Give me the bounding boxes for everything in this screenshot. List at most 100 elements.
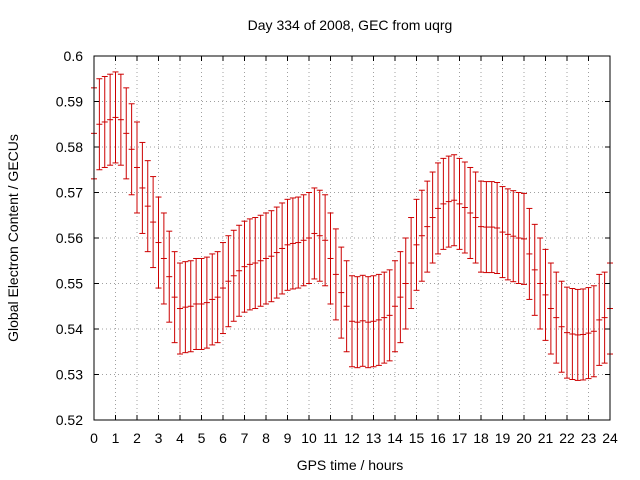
error-bar (445, 155, 452, 248)
error-bar (295, 196, 302, 289)
error-bar (392, 260, 398, 353)
error-bar (144, 160, 151, 253)
error-bar (558, 280, 565, 373)
y-tick-label: 0.58 (56, 139, 83, 155)
error-bar (187, 260, 194, 353)
error-bar (123, 87, 130, 180)
error-bar (343, 260, 350, 353)
error-bar (101, 75, 108, 168)
error-bar (483, 181, 490, 274)
x-tick-label: 3 (155, 430, 163, 446)
axis-ticks (93, 55, 611, 421)
error-bar (252, 217, 259, 310)
error-bar (553, 271, 560, 364)
error-bar (467, 166, 474, 259)
error-bar (177, 262, 183, 355)
error-bar (440, 157, 447, 250)
error-bar (214, 251, 221, 344)
x-tick-label: 22 (559, 430, 575, 446)
error-bar (456, 157, 463, 250)
x-tick-label: 20 (516, 430, 532, 446)
error-bar (225, 235, 232, 328)
y-tick-labels: 0.52 0.53 0.54 0.55 0.56 0.57 0.58 0.59 0.6 (56, 48, 83, 428)
error-bar (585, 287, 592, 380)
error-bar (139, 141, 146, 234)
error-bar (418, 189, 425, 282)
error-bar (209, 253, 216, 346)
error-bar (96, 78, 103, 171)
x-tick-label: 23 (581, 430, 597, 446)
x-tick-label: 5 (198, 430, 206, 446)
error-bar (107, 73, 114, 166)
x-tick-label: 19 (495, 430, 511, 446)
error-bar (381, 271, 388, 364)
error-bar (236, 224, 243, 317)
error-bar (488, 181, 495, 274)
grid-lines (94, 56, 610, 420)
x-tick-label: 21 (538, 430, 554, 446)
error-bar (564, 286, 570, 379)
error-bar (547, 262, 554, 355)
x-tick-label: 13 (366, 430, 382, 446)
error-bar (316, 189, 323, 282)
error-bar (311, 187, 318, 280)
error-bar (150, 176, 157, 269)
error-bar (359, 274, 366, 367)
error-bar (230, 229, 237, 322)
error-bar (134, 121, 140, 214)
x-tick-label: 12 (344, 430, 360, 446)
x-tick-labels: 0 1 2 3 4 5 6 7 8 9 10 11 12 13 14 15 16 17 18 19 20 21 22 23 24 (90, 430, 618, 446)
error-bar (182, 261, 189, 354)
x-tick-label: 9 (284, 430, 292, 446)
error-bar (198, 257, 205, 350)
x-tick-label: 6 (219, 430, 227, 446)
x-tick-label: 1 (112, 430, 120, 446)
x-tick-label: 15 (409, 430, 425, 446)
error-bar (354, 276, 361, 369)
x-tick-label: 16 (430, 430, 446, 446)
y-tick-label: 0.52 (56, 412, 83, 428)
x-tick-label: 0 (90, 430, 98, 446)
y-tick-label: 0.59 (56, 94, 83, 110)
error-bar (246, 218, 253, 311)
error-bar (386, 269, 393, 362)
error-bar (112, 71, 119, 164)
error-bar (375, 273, 382, 366)
error-bar (327, 212, 334, 305)
error-bar (542, 248, 549, 341)
error-bar (537, 237, 544, 330)
error-bar (284, 198, 291, 291)
y-tick-label: 0.6 (64, 48, 84, 64)
x-tick-label: 11 (323, 430, 338, 446)
x-tick-label: 4 (176, 430, 184, 446)
error-bar (263, 212, 269, 305)
error-bar (494, 181, 501, 274)
x-tick-label: 10 (301, 430, 317, 446)
error-bar (526, 207, 533, 300)
error-bar (574, 288, 581, 381)
error-bar (510, 190, 517, 283)
error-bar (117, 73, 124, 166)
chart-title: Day 334 of 2008, GEC from uqrg (248, 17, 453, 33)
error-bar (365, 276, 372, 369)
error-bars (91, 71, 613, 381)
error-bar (128, 103, 135, 196)
error-bar (531, 223, 538, 316)
error-bar (332, 228, 339, 321)
error-bar (601, 271, 608, 364)
error-bar (338, 246, 345, 339)
error-bar (289, 197, 296, 290)
error-bar (203, 256, 210, 349)
error-bar (241, 220, 248, 313)
error-bar (279, 202, 286, 295)
error-bar (521, 192, 527, 285)
error-bar (424, 180, 431, 273)
y-tick-label: 0.54 (56, 321, 83, 337)
error-bar (435, 162, 441, 255)
x-axis-label: GPS time / hours (297, 457, 404, 473)
y-tick-label: 0.56 (56, 230, 83, 246)
error-bar (580, 288, 587, 381)
x-tick-label: 2 (133, 430, 141, 446)
error-bar (273, 206, 280, 299)
error-bar (306, 192, 312, 284)
